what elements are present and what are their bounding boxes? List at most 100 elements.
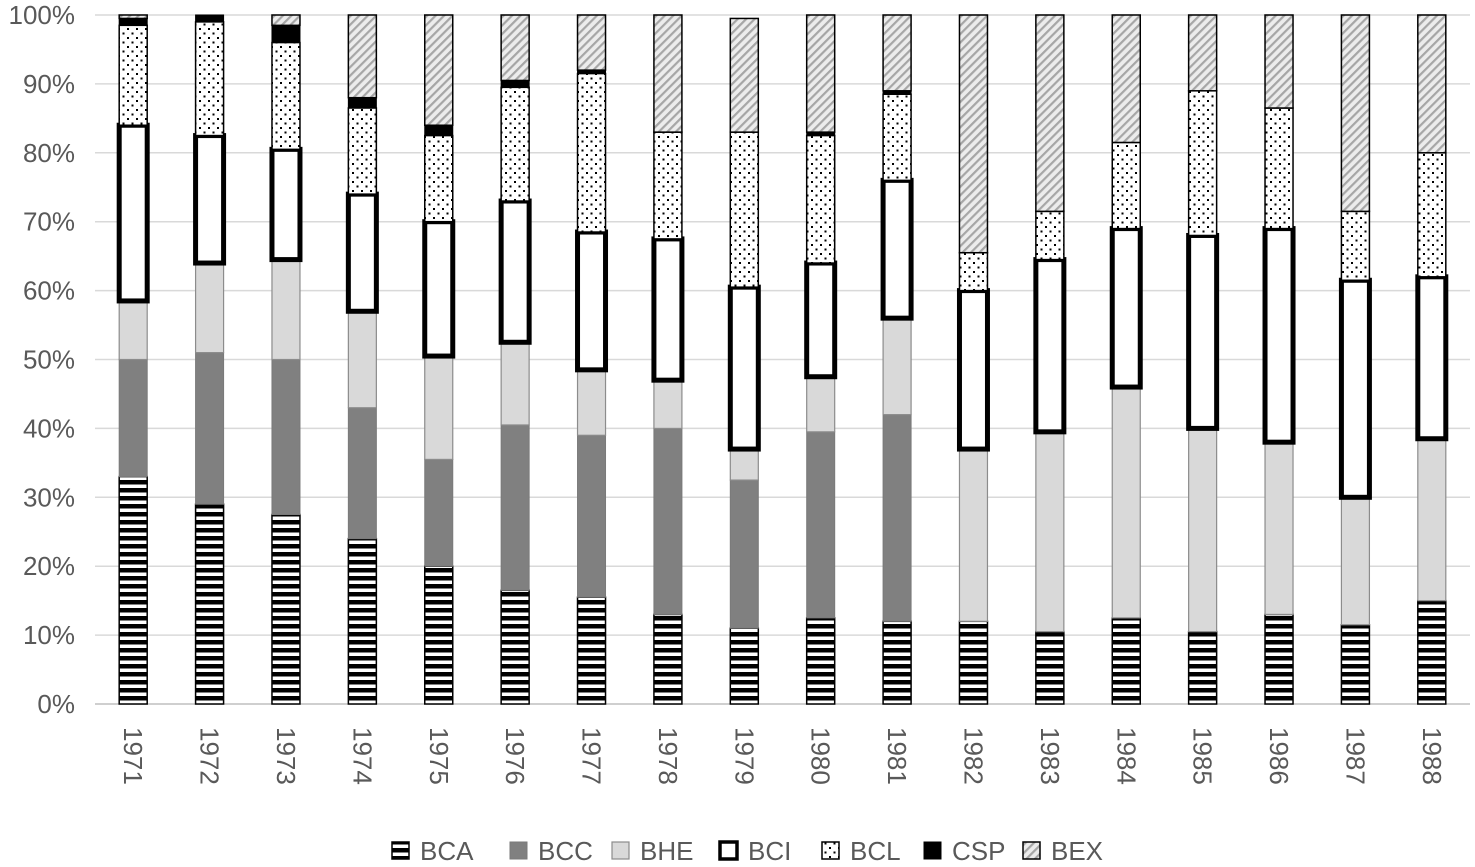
legend-label-csp: CSP — [952, 836, 1005, 866]
bar-segment-bca-1981 — [882, 620, 912, 705]
bar-segment-bex-1974 — [347, 14, 378, 99]
bar-segment-bci-1984 — [1109, 226, 1143, 390]
bar-segment-bcc-1971 — [118, 359, 148, 478]
bar-segment-bcl-1973 — [271, 41, 301, 151]
bar-segment-bca-1983 — [1035, 630, 1065, 705]
bar-segment-bhe-1983 — [1035, 431, 1065, 633]
bar-segment-bci-1980 — [804, 260, 838, 380]
bar-segment-bci-1985 — [1186, 232, 1220, 431]
legend-label-bex: BEX — [1051, 836, 1103, 866]
bar-segment-bhe-1979 — [729, 448, 759, 481]
bar-segment-bcc-1979 — [729, 479, 759, 629]
bar-segment-bhe-1972 — [194, 262, 225, 354]
y-tick-label: 30% — [23, 482, 75, 512]
bar-segment-csp-1975 — [424, 124, 454, 137]
x-tick-label: 1983 — [1035, 727, 1065, 785]
x-tick-label: 1979 — [729, 727, 759, 785]
bar-segment-bci-1974 — [345, 191, 379, 314]
bar-segment-bex-1976 — [500, 14, 530, 82]
y-tick-label: 40% — [23, 413, 75, 443]
bars — [116, 14, 1449, 705]
bar-segment-bex-1987 — [1340, 14, 1371, 213]
bar-segment-csp-1973 — [271, 24, 301, 44]
y-tick-label: 90% — [23, 69, 75, 99]
x-tick-label: 1973 — [271, 727, 301, 785]
y-tick-label: 80% — [23, 138, 75, 168]
bar-segment-bcl-1987 — [1340, 210, 1371, 282]
bar-segment-bcl-1983 — [1035, 210, 1065, 261]
bar-segment-bex-1988 — [1417, 14, 1447, 154]
x-tick-label: 1978 — [653, 727, 683, 785]
bar-segment-bca-1975 — [424, 565, 454, 705]
bar-segment-bex-1975 — [424, 14, 454, 126]
bar-segment-bhe-1981 — [882, 317, 912, 416]
y-tick-label: 50% — [23, 345, 75, 375]
bar-segment-bex-1978 — [653, 14, 683, 133]
bar-segment-bcl-1977 — [576, 72, 607, 233]
bar-segment-bcl-1978 — [653, 131, 683, 240]
x-tick-label: 1976 — [500, 727, 530, 785]
bar-segment-bci-1982 — [956, 288, 990, 452]
y-tick-label: 100% — [9, 0, 76, 30]
bar-segment-bca-1980 — [805, 617, 836, 705]
legend: BCA BCC BHE BCI BCL CSP BEX — [391, 836, 1103, 866]
bar-segment-bhe-1986 — [1264, 441, 1294, 616]
bar-segment-bca-1976 — [500, 589, 530, 705]
bar-segment-bca-1974 — [347, 537, 378, 705]
bar-segment-bhe-1984 — [1111, 386, 1141, 619]
bar-segment-bca-1985 — [1187, 630, 1218, 705]
legend-swatch-bex — [1022, 841, 1041, 860]
x-tick-label: 1974 — [347, 727, 377, 785]
bar-segment-bcl-1975 — [424, 134, 454, 223]
bar-segment-bcl-1988 — [1417, 152, 1447, 278]
legend-swatch-bhe — [611, 841, 630, 860]
legend-label-bca: BCA — [420, 836, 474, 866]
bar-segment-bex-1980 — [805, 14, 836, 133]
legend-label-bcc: BCC — [538, 836, 593, 866]
bar-segment-bcl-1974 — [347, 107, 378, 195]
bar-segment-csp-1974 — [347, 97, 377, 109]
bar-segment-bca-1979 — [729, 627, 760, 705]
bar-segment-bhe-1975 — [424, 355, 454, 461]
bar-segment-bex-1986 — [1264, 14, 1294, 109]
bar-segment-bca-1988 — [1417, 599, 1447, 705]
bar-segment-csp-1971 — [118, 17, 148, 26]
legend-swatch-csp — [923, 841, 942, 860]
y-axis: 0% 10% 20% 30% 40% 50% 60% 70% 80% 90% 100% — [9, 0, 76, 719]
bar-segment-bci-1988 — [1415, 274, 1449, 442]
bar-segment-bcl-1980 — [805, 134, 836, 264]
bar-segment-bex-1979 — [729, 17, 760, 133]
bar-segment-bex-1973 — [271, 14, 301, 27]
bar-segment-bcc-1975 — [424, 458, 454, 567]
bar-segment-bhe-1971 — [118, 300, 148, 361]
bar-segment-bcl-1971 — [118, 24, 148, 126]
bar-segment-bca-1987 — [1340, 624, 1371, 705]
bar-segment-bcl-1972 — [194, 21, 225, 137]
bar-segment-bcl-1979 — [729, 131, 760, 288]
bar-segment-bca-1982 — [958, 620, 989, 705]
x-tick-label: 1987 — [1340, 727, 1370, 785]
bar-segment-bci-1971 — [116, 122, 150, 304]
bar-segment-bhe-1976 — [500, 341, 530, 426]
bar-segment-bci-1973 — [269, 146, 303, 263]
bar-segment-bhe-1977 — [576, 369, 607, 436]
bar-segment-bca-1973 — [271, 513, 301, 705]
legend-swatch-bca — [391, 841, 410, 860]
bar-segment-bca-1984 — [1111, 617, 1141, 705]
bar-segment-bex-1982 — [958, 14, 989, 254]
x-tick-label: 1986 — [1264, 727, 1294, 785]
legend-label-bci: BCI — [748, 836, 791, 866]
bar-segment-bci-1986 — [1262, 226, 1296, 445]
gridlines — [95, 14, 1470, 705]
bar-segment-bci-1978 — [651, 236, 685, 383]
legend-swatch-bci — [718, 840, 739, 861]
x-tick-label: 1972 — [195, 727, 225, 785]
bar-segment-bci-1976 — [498, 198, 532, 345]
bar-segment-bhe-1974 — [347, 310, 377, 409]
bar-segment-bex-1977 — [576, 14, 607, 71]
bar-segment-bcl-1985 — [1187, 90, 1218, 237]
x-tick-label: 1977 — [577, 727, 607, 785]
x-tick-label: 1981 — [882, 727, 912, 785]
bar-segment-bex-1985 — [1187, 14, 1218, 92]
